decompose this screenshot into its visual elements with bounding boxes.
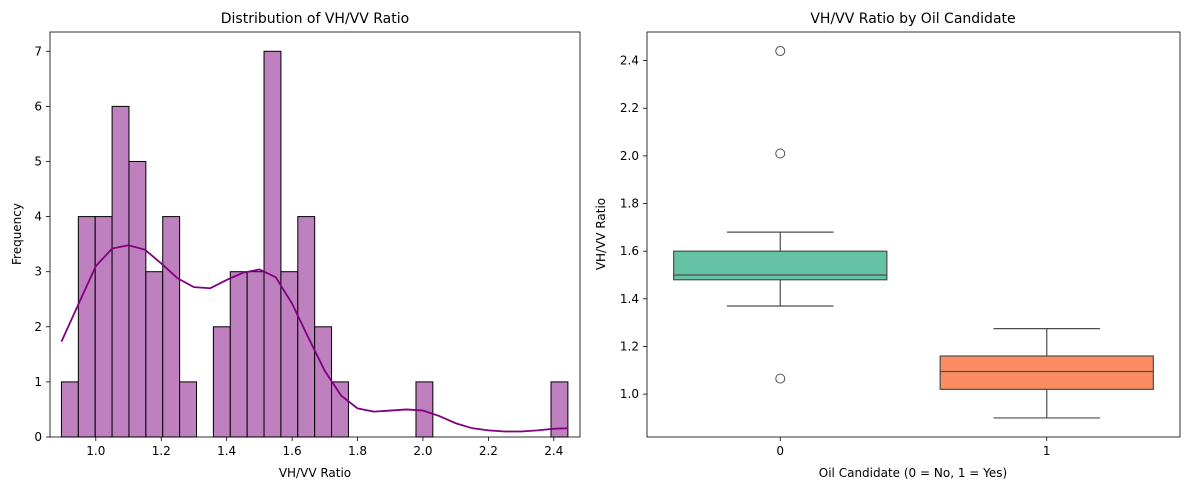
- histogram-x-ticks: 1.0 1.2 1.4 1.6 1.8 2.0 2.2 2.4: [86, 437, 563, 458]
- y-tick-label: 0: [34, 430, 42, 444]
- x-tick-label: 2.0: [413, 444, 432, 458]
- box-group-0: [673, 46, 888, 384]
- y-tick-label: 4: [34, 210, 42, 224]
- x-tick-label: 1.8: [348, 444, 367, 458]
- histogram-panel: Distribution of VH/VV Ratio 1.0 1.2 1.4 1.6…: [10, 11, 581, 480]
- x-tick-label: 1.6: [283, 444, 302, 458]
- histogram-y-label: Frequency: [10, 203, 24, 265]
- x-tick-label: 0: [776, 444, 784, 458]
- histogram-bar: [229, 271, 248, 438]
- x-tick-label: 2.2: [479, 444, 498, 458]
- y-tick-label: 1.2: [620, 339, 639, 353]
- histogram-bar: [212, 326, 231, 438]
- histogram-bar: [128, 160, 147, 438]
- histogram-bar: [314, 326, 333, 438]
- histogram-bar: [263, 50, 282, 438]
- y-tick-label: 2.2: [620, 101, 639, 115]
- y-tick-label: 2: [34, 320, 42, 334]
- kde-curve: [60, 244, 569, 433]
- histogram-bar: [179, 381, 198, 438]
- histogram-bar: [111, 105, 130, 438]
- y-tick-label: 1: [34, 375, 42, 389]
- histogram-bar: [162, 216, 181, 438]
- y-tick-label: 1.6: [620, 244, 639, 258]
- histogram-bar: [145, 271, 164, 438]
- y-tick-label: 2.0: [620, 149, 639, 163]
- boxplot-axes-frame: [646, 31, 1181, 438]
- histogram-bar: [94, 216, 113, 438]
- boxplot-y-ticks: 1.0 1.2 1.4 1.6 1.8 2.0 2.2 2.4: [620, 54, 647, 401]
- y-tick-label: 1.0: [620, 387, 639, 401]
- y-tick-label: 5: [34, 154, 42, 168]
- histogram-bar: [297, 216, 316, 438]
- histogram-title: Distribution of VH/VV Ratio: [221, 11, 409, 27]
- histogram-bar: [331, 381, 349, 438]
- y-tick-label: 1.4: [620, 292, 639, 306]
- boxplot-y-label: VH/VV Ratio: [594, 198, 608, 270]
- boxplot-marks: [673, 46, 1154, 419]
- x-tick-label: 1.0: [86, 444, 105, 458]
- y-tick-label: 2.4: [620, 54, 639, 68]
- x-tick-label: 1.4: [217, 444, 236, 458]
- y-tick-label: 1.8: [620, 197, 639, 211]
- histogram-bar: [246, 271, 265, 438]
- boxplot-x-label: Oil Candidate (0 = No, 1 = Yes): [819, 466, 1007, 480]
- x-tick-label: 1.2: [152, 444, 171, 458]
- x-tick-label: 2.4: [544, 444, 563, 458]
- histogram-axes-frame: [49, 31, 581, 438]
- histogram-y-ticks: 0 1 2 3 4 5 6 7: [34, 44, 50, 444]
- histogram-x-label: VH/VV Ratio: [279, 466, 351, 480]
- y-tick-label: 3: [34, 265, 42, 279]
- histogram-bar: [60, 381, 79, 438]
- box-iqr: [939, 355, 1154, 390]
- boxplot-title: VH/VV Ratio by Oil Candidate: [810, 11, 1015, 27]
- outlier-point: [775, 46, 786, 57]
- y-tick-label: 7: [34, 44, 42, 58]
- outlier-point: [775, 373, 786, 384]
- y-tick-label: 6: [34, 99, 42, 113]
- box-group-1: [939, 328, 1154, 419]
- histogram-bar: [77, 216, 96, 438]
- histogram-bar: [280, 271, 299, 438]
- outlier-point: [775, 148, 786, 159]
- x-tick-label: 1: [1043, 444, 1051, 458]
- histogram-bars: [60, 50, 569, 438]
